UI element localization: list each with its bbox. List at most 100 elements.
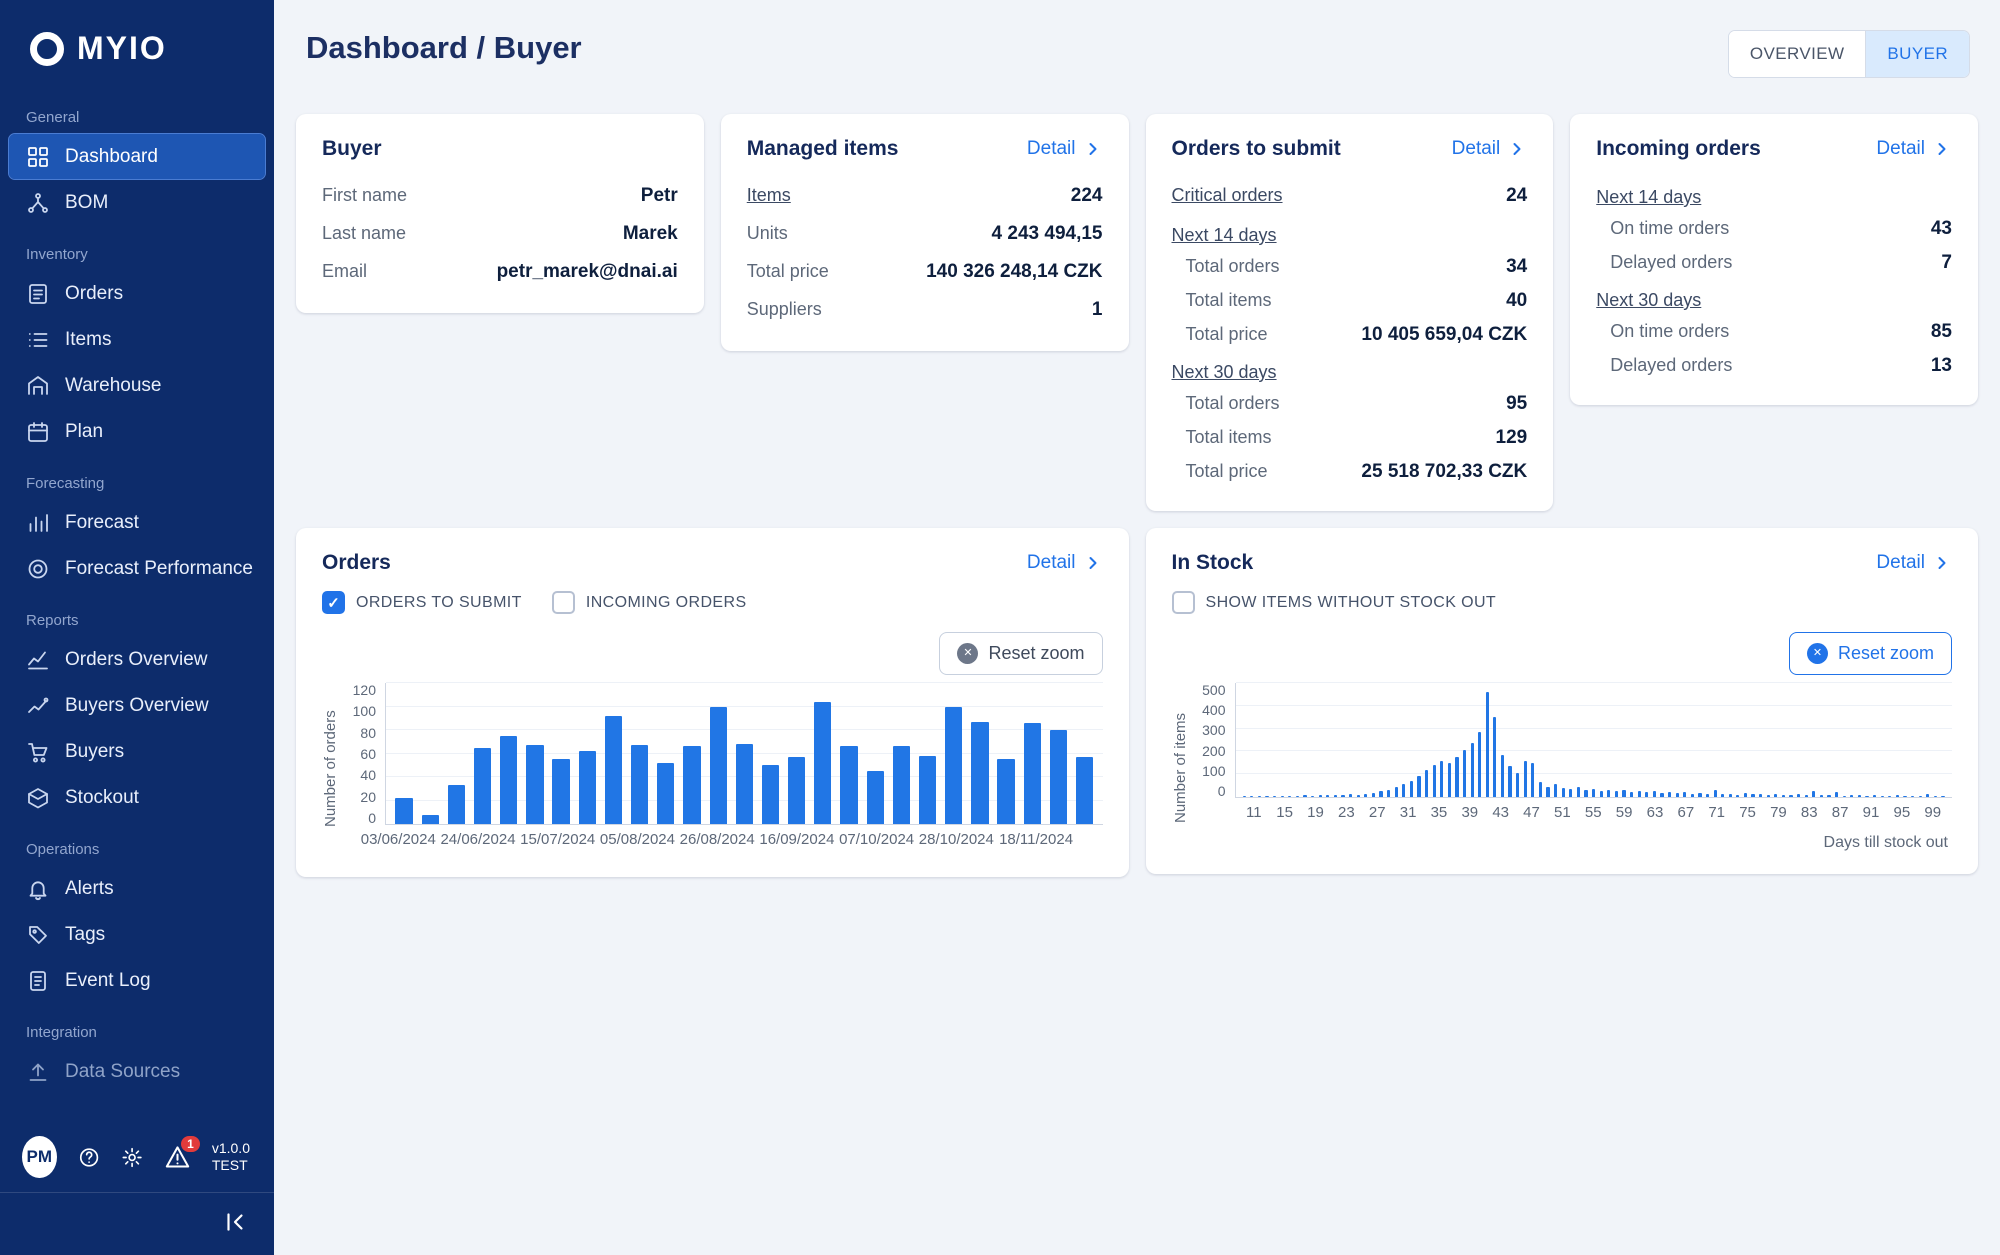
x-tick-label: 47 <box>1523 804 1540 821</box>
sidebar-item-plan[interactable]: Plan <box>9 409 265 454</box>
in-stock-bar-chart[interactable]: Number of items 500 400 300 200 100 0 11 15 19 23 2… <box>1172 682 1952 852</box>
sidebar-item-data-sources[interactable]: Data Sources <box>9 1049 265 1094</box>
bar <box>945 706 963 824</box>
incoming-orders-group-next-30-days[interactable]: Next 30 days <box>1596 290 1702 310</box>
orders-checkbox-orders-to-submit[interactable]: ✓ ORDERS TO SUBMIT <box>322 591 522 614</box>
orders-to-submit-group-next-14-days[interactable]: Next 14 days <box>1171 225 1277 245</box>
bar-slot <box>574 683 600 824</box>
sidebar-item-tags[interactable]: Tags <box>9 912 265 957</box>
gear-icon[interactable] <box>121 1144 143 1171</box>
bar <box>1835 792 1839 797</box>
bar <box>1933 795 1937 797</box>
orders-chart-detail-link[interactable]: Detail <box>1027 552 1103 574</box>
bar-slot <box>1681 683 1689 797</box>
alerts-status[interactable]: 1 <box>164 1135 200 1171</box>
sidebar-item-buyers[interactable]: Buyers <box>9 729 265 774</box>
incoming-orders-detail-link[interactable]: Detail <box>1876 138 1952 160</box>
bar-slot <box>1294 683 1302 797</box>
gridline <box>1235 704 1952 706</box>
orders-to-submit-row-total-orders: Total orders 34 <box>1186 250 1528 284</box>
orders-bar-chart[interactable]: Number of orders 120 100 80 60 40 20 0 03/06/202… <box>322 682 1103 855</box>
sidebar-item-forecast-performance[interactable]: Forecast Performance <box>9 546 265 591</box>
bar <box>1941 795 1945 797</box>
x-tick-label: 35 <box>1430 804 1448 821</box>
sidebar-item-warehouse[interactable]: Warehouse <box>9 363 265 408</box>
bar <box>604 715 623 824</box>
managed-items-detail-link[interactable]: Detail <box>1027 138 1103 160</box>
orders-to-submit-group-next-30-days[interactable]: Next 30 days <box>1171 362 1277 382</box>
bar-slot <box>1559 683 1567 797</box>
toggle-buyer-button[interactable]: BUYER <box>1865 31 1969 77</box>
sidebar-section-label-general: General <box>26 109 80 126</box>
bar-slot <box>1597 683 1605 797</box>
x-tick-label: 07/10/2024 <box>839 831 915 848</box>
bar-slot <box>1590 683 1598 797</box>
sidebar-item-bom[interactable]: BOM <box>9 180 265 225</box>
help-icon[interactable] <box>78 1144 100 1171</box>
bar-slot <box>1696 683 1704 797</box>
gridline <box>386 729 1103 730</box>
toggle-overview-button[interactable]: OVERVIEW <box>1728 31 1866 77</box>
sidebar-item-dashboard[interactable]: Dashboard <box>8 133 266 180</box>
bom-icon <box>28 192 48 213</box>
bar <box>473 747 492 824</box>
bar-slot <box>1071 683 1097 824</box>
plot-area[interactable] <box>385 682 1103 825</box>
bar-slot <box>1045 683 1071 824</box>
bar <box>1842 795 1846 797</box>
sidebar-item-forecast[interactable]: Forecast <box>9 500 265 545</box>
bar-slot <box>679 683 705 824</box>
x-tick-label: 03/06/2024 <box>360 831 436 848</box>
page-title: Dashboard / Buyer <box>306 30 582 65</box>
bar-slot <box>1241 683 1249 797</box>
in-stock-detail-link[interactable]: Detail <box>1876 552 1952 574</box>
bar <box>1049 730 1068 824</box>
managed-items-value: 1 <box>1091 299 1103 320</box>
collapse-sidebar-icon[interactable] <box>222 1209 248 1235</box>
bar <box>1523 760 1527 797</box>
x-axis-label: Days till stock out <box>1823 834 1948 851</box>
orders-to-submit-value: 129 <box>1495 427 1528 448</box>
sidebar-item-buyers-overview[interactable]: Buyers Overview <box>9 683 265 728</box>
bar <box>1910 795 1915 797</box>
sidebar-item-alerts[interactable]: Alerts <box>9 866 265 911</box>
in-stock-checkbox-show-items-without-stock-out[interactable]: SHOW ITEMS WITHOUT STOCK OUT <box>1171 591 1497 614</box>
orders-reset-zoom-button[interactable]: ✕ Reset zoom <box>939 632 1103 675</box>
sidebar-item-items[interactable]: Items <box>9 317 265 362</box>
sidebar-item-orders[interactable]: Orders <box>9 271 265 316</box>
sidebar-item-stockout[interactable]: Stockout <box>9 775 265 820</box>
orders-to-submit-group-label-row: Next 30 days <box>1172 352 1528 387</box>
plot-area[interactable] <box>1234 682 1952 798</box>
incoming-orders-group-next-14-days[interactable]: Next 14 days <box>1596 187 1702 207</box>
bar <box>1721 794 1725 797</box>
avatar[interactable]: PM <box>22 1136 57 1178</box>
sidebar-item-orders-overview[interactable]: Orders Overview <box>9 637 265 682</box>
bar-slot <box>1764 683 1772 797</box>
bar <box>1759 793 1763 797</box>
sidebar-item-label: Buyers <box>65 740 125 762</box>
critical-orders-link[interactable]: Critical orders <box>1171 185 1283 205</box>
bar <box>1470 743 1474 797</box>
bar-slot <box>1271 683 1279 797</box>
managed-items-rows: Items 224 Units 4 243 494,15 Total price 140 … <box>747 177 1103 329</box>
bar <box>447 785 466 824</box>
bar-slot <box>941 683 967 824</box>
summary-cards-row: Buyer First name Petr Last name Marek Email p… <box>296 114 1978 511</box>
bar-slot <box>1423 683 1431 797</box>
bar-slot <box>1582 683 1590 797</box>
orders-to-submit-detail-link[interactable]: Detail <box>1452 138 1528 160</box>
bar-slot <box>653 683 679 824</box>
buyer-value: petr_marek@dnai.ai <box>496 261 678 282</box>
sidebar-item-event-log[interactable]: Event Log <box>9 958 265 1003</box>
bar-slot <box>1370 683 1378 797</box>
bar <box>1356 794 1360 797</box>
bar <box>1273 795 1277 797</box>
bar <box>1455 757 1459 797</box>
orders-checkbox-incoming-orders[interactable]: INCOMING ORDERS <box>551 591 747 614</box>
managed-items-label[interactable]: Items <box>746 185 791 205</box>
bar-slot <box>496 683 522 824</box>
y-tick-label: 60 <box>360 745 376 762</box>
x-tick-label: 15/07/2024 <box>520 831 596 848</box>
in-stock-reset-zoom-button[interactable]: ✕ Reset zoom <box>1788 632 1952 675</box>
